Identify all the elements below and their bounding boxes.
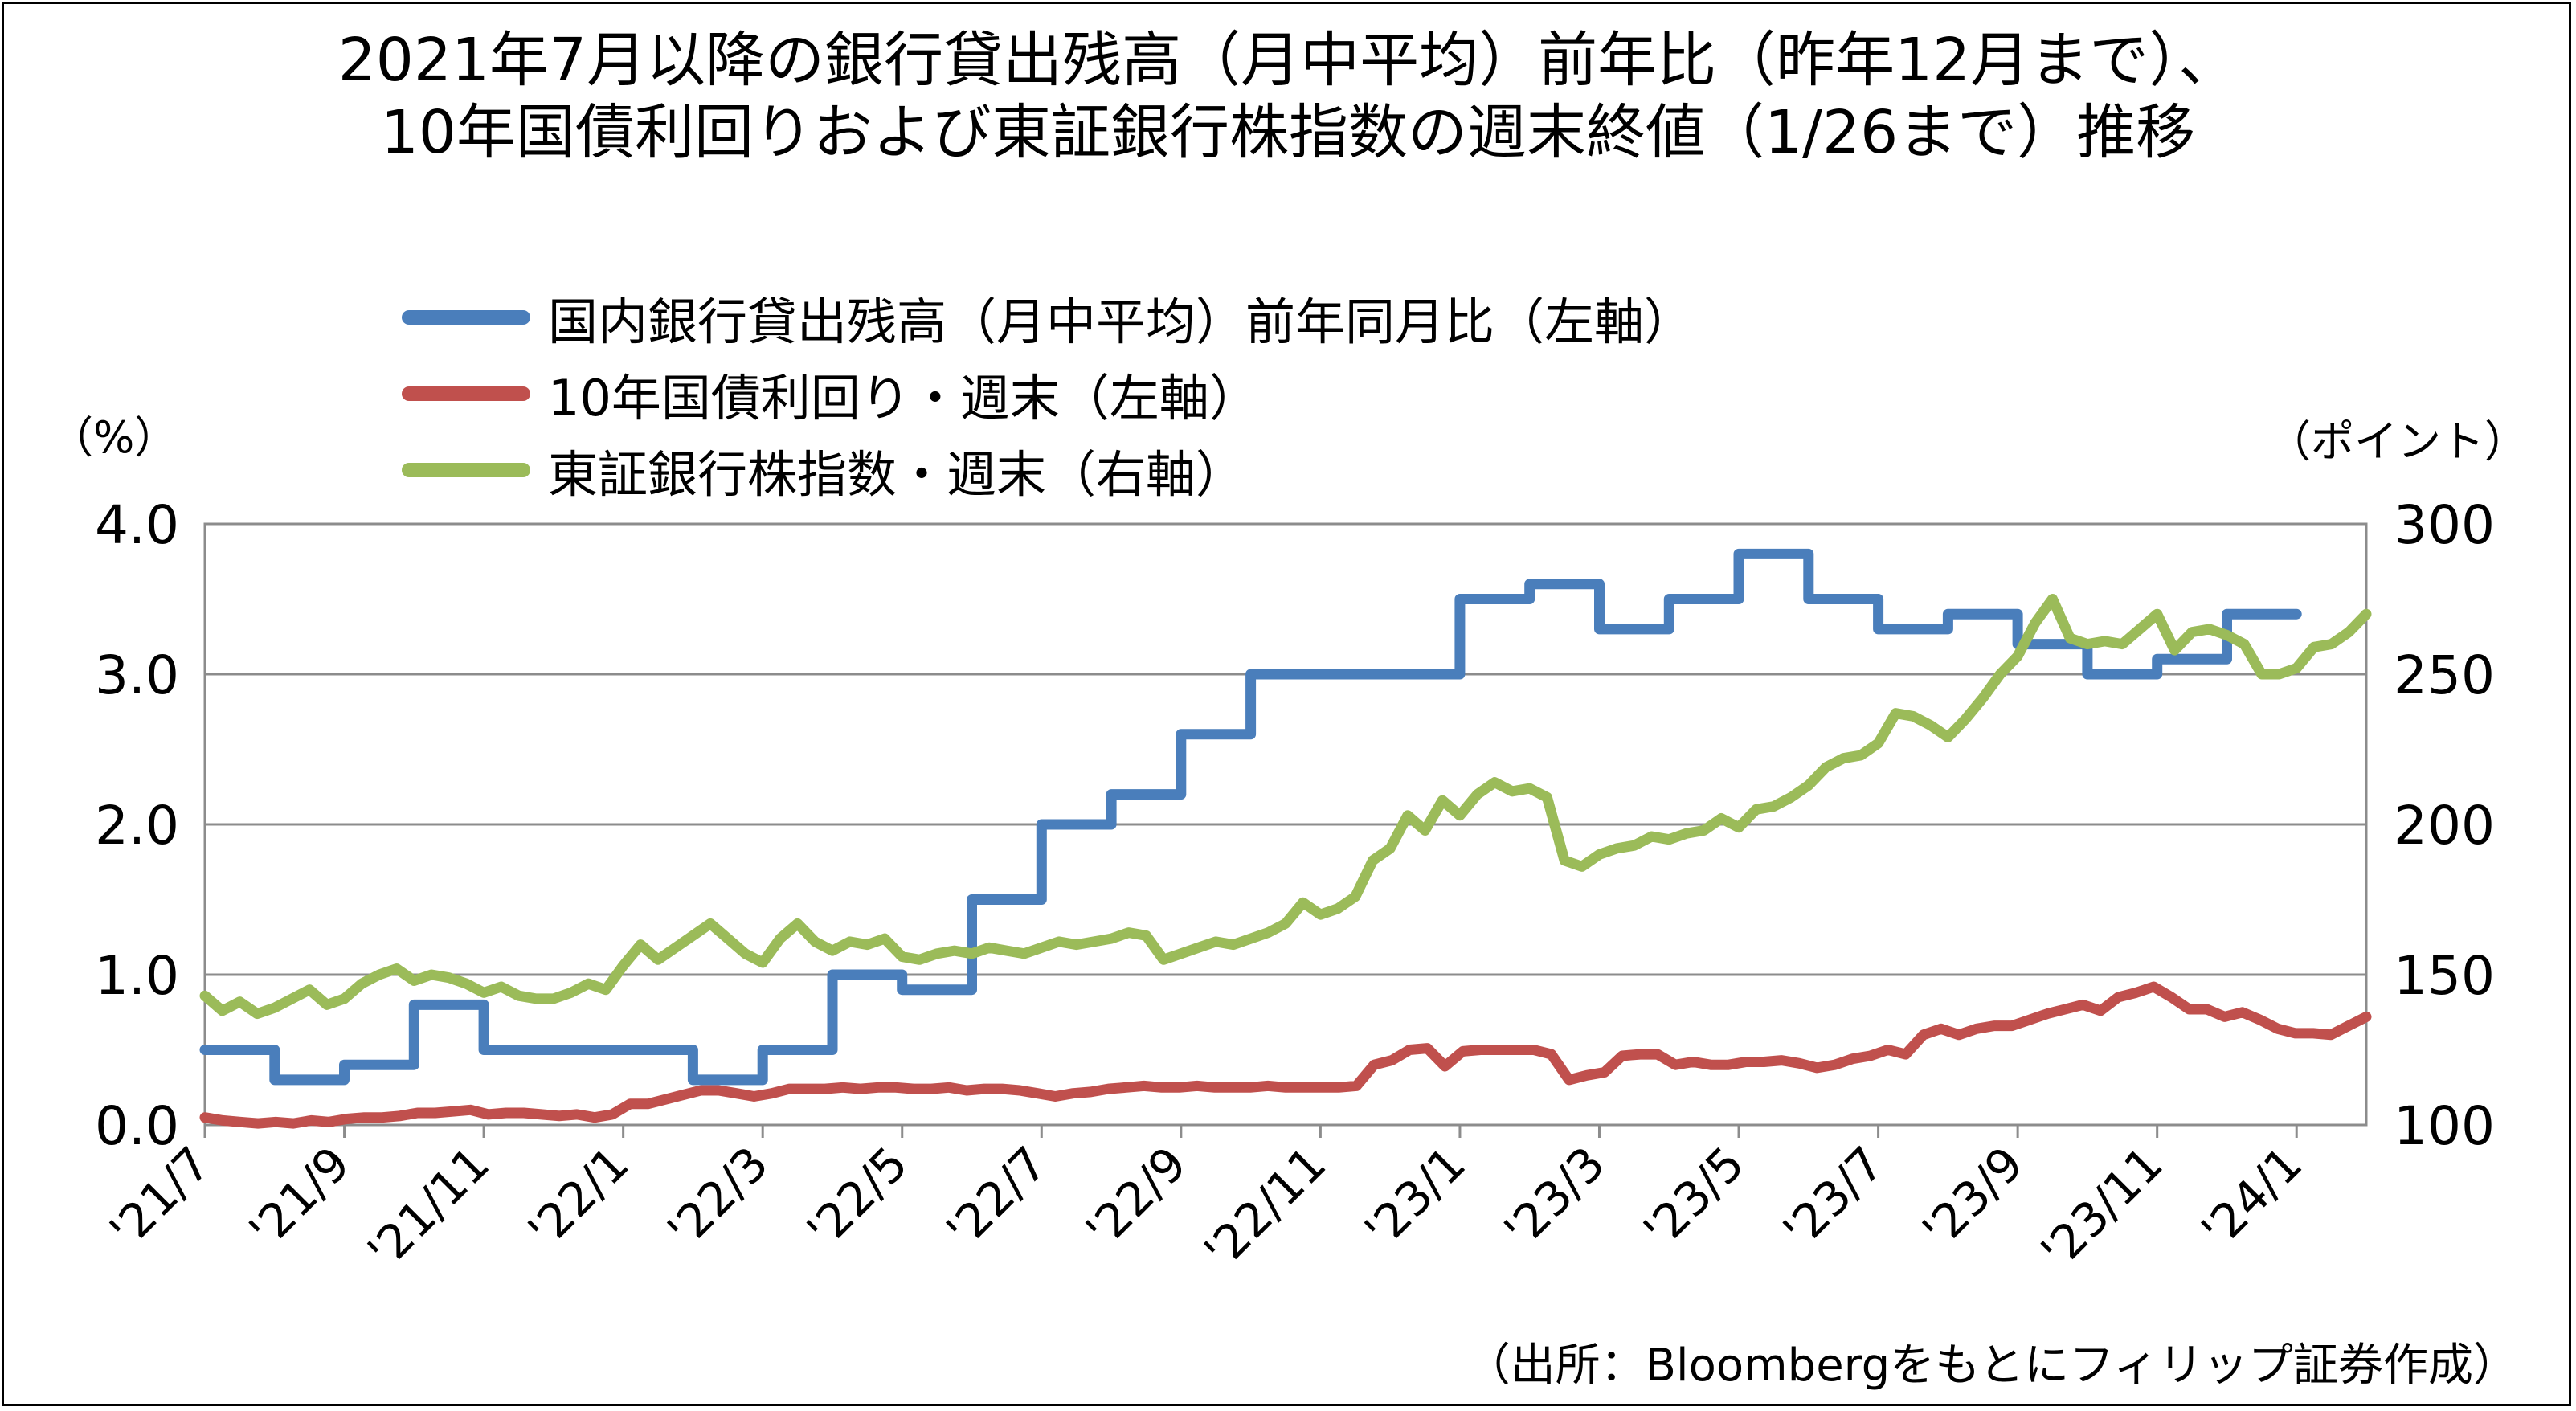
source-note: （出所：Bloombergをもとにフィリップ証券作成） — [1466, 1329, 2518, 1394]
x-tick-label: '23/9 — [1912, 1136, 2034, 1258]
right-tick-label: 250 — [2394, 644, 2495, 706]
right-tick-label: 100 — [2394, 1095, 2495, 1157]
x-tick-label: '23/1 — [1354, 1136, 1475, 1258]
x-tick-label: '21/11 — [357, 1136, 500, 1279]
left-tick-label: 3.0 — [95, 644, 179, 706]
x-tick-label: '23/3 — [1494, 1136, 1615, 1258]
left-tick-label: 0.0 — [95, 1095, 179, 1157]
x-tick-label: '23/11 — [2030, 1136, 2173, 1279]
left-tick-label: 2.0 — [95, 795, 179, 857]
x-tick-label: '22/3 — [657, 1136, 779, 1258]
series-line-1 — [205, 987, 2366, 1123]
x-tick-label: '22/7 — [936, 1136, 1057, 1258]
left-tick-label: 1.0 — [95, 945, 179, 1007]
x-tick-label: '22/5 — [796, 1136, 918, 1258]
x-tick-label: '22/11 — [1194, 1136, 1337, 1279]
x-tick-label: '24/1 — [2191, 1136, 2312, 1258]
left-tick-label: 4.0 — [95, 494, 179, 556]
x-tick-label: '23/5 — [1633, 1136, 1754, 1258]
right-tick-label: 200 — [2394, 795, 2495, 857]
x-tick-label: '22/1 — [517, 1136, 639, 1258]
x-tick-label: '22/9 — [1075, 1136, 1196, 1258]
right-tick-label: 150 — [2394, 945, 2495, 1007]
series-line-2 — [205, 599, 2366, 1014]
x-tick-label: '23/7 — [1773, 1136, 1894, 1258]
x-tick-label: '21/9 — [239, 1136, 360, 1258]
right-tick-label: 300 — [2394, 494, 2495, 556]
